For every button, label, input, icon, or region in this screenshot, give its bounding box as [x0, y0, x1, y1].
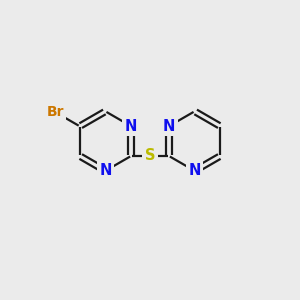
Text: Br: Br: [46, 105, 64, 119]
Text: N: N: [99, 163, 112, 178]
Text: N: N: [188, 163, 201, 178]
Text: S: S: [145, 148, 155, 164]
Text: N: N: [125, 119, 137, 134]
Text: N: N: [163, 119, 175, 134]
